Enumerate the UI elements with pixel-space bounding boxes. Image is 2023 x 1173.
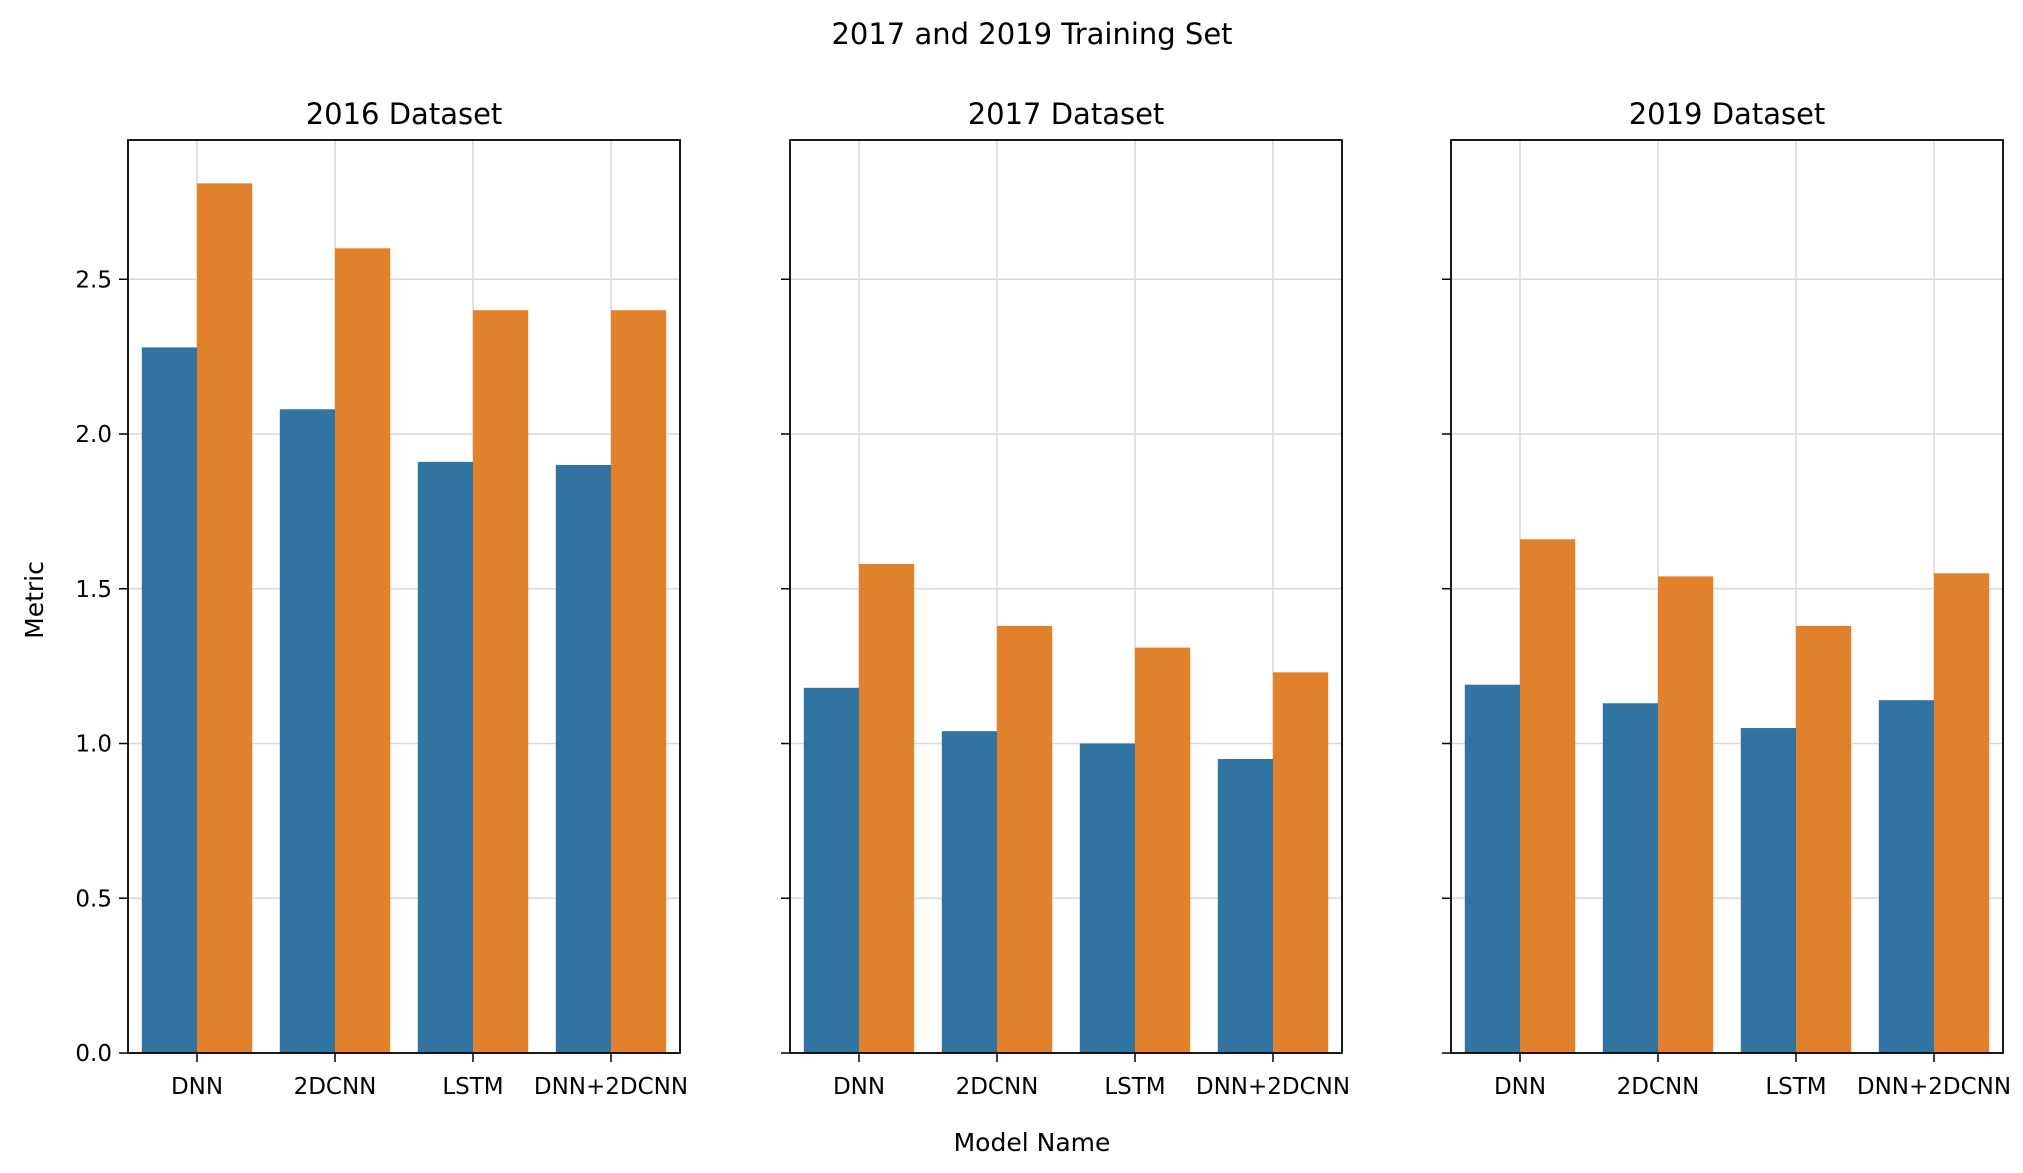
x-tick-label: DNN+2DCNN: [534, 1074, 688, 1100]
y-tick-label: 0.5: [75, 886, 112, 912]
plot-frame: [789, 139, 1343, 1054]
bar-dnn-series-1: [1464, 684, 1520, 1053]
bar-dnn-series-2: [197, 183, 253, 1054]
bar-dnn-2dcnn-series-1: [555, 464, 611, 1054]
x-tick-label: DNN: [833, 1074, 885, 1100]
y-tick-label: 1.0: [75, 732, 112, 758]
x-tick-label: 2DCNN: [1617, 1074, 1700, 1100]
bar-2dcnn-series-2: [1658, 576, 1714, 1053]
bar-dnn-2dcnn-series-1: [1878, 700, 1934, 1053]
panel-title: 2017 Dataset: [968, 97, 1165, 131]
bar-2dcnn-series-2: [335, 248, 391, 1054]
bar-lstm-series-1: [1079, 743, 1135, 1053]
bar-dnn-2dcnn-series-2: [1934, 573, 1990, 1053]
x-tick-label: LSTM: [442, 1074, 503, 1100]
bar-2dcnn-series-1: [1602, 703, 1658, 1053]
bar-dnn-series-2: [1520, 539, 1576, 1053]
plot-frame: [1450, 139, 2004, 1054]
bar-dnn-series-1: [141, 347, 197, 1053]
bar-dnn-2dcnn-series-2: [1273, 672, 1329, 1053]
y-tick-label: 1.5: [75, 577, 112, 603]
x-tick-label: DNN+2DCNN: [1857, 1074, 2011, 1100]
bar-dnn-series-1: [803, 687, 859, 1053]
plot-frame: [127, 139, 681, 1054]
bar-dnn-2dcnn-series-1: [1217, 758, 1273, 1053]
x-axis-label: Model Name: [954, 1128, 1111, 1157]
y-tick-label: 2.5: [75, 267, 112, 293]
x-tick-label: 2DCNN: [294, 1074, 377, 1100]
bar-2dcnn-series-1: [941, 731, 997, 1053]
bar-lstm-series-2: [473, 310, 529, 1053]
bar-lstm-series-2: [1135, 647, 1191, 1053]
panel-1: 0.0 0.5 1.0 1.5 2.0 2.5 DNN 2DCNN LSTM DNN+2DCNN 2…: [75, 97, 688, 1100]
panel-3: DNN 2DCNN LSTM DNN+2DCNN 2019 Dataset: [1442, 97, 2011, 1100]
bar-2dcnn-series-2: [997, 625, 1053, 1053]
bar-lstm-series-1: [417, 461, 473, 1053]
x-tick-label: DNN+2DCNN: [1196, 1074, 1350, 1100]
y-axis-label: Metric: [20, 561, 49, 639]
x-tick-label: DNN: [1494, 1074, 1546, 1100]
panels-group: 0.0 0.5 1.0 1.5 2.0 2.5 DNN 2DCNN LSTM DNN+2DCNN 2…: [75, 97, 2011, 1100]
x-tick-label: LSTM: [1765, 1074, 1826, 1100]
figure-suptitle: 2017 and 2019 Training Set: [831, 17, 1232, 51]
x-tick-label: LSTM: [1104, 1074, 1165, 1100]
panel-title: 2016 Dataset: [306, 97, 503, 131]
bar-lstm-series-1: [1740, 728, 1796, 1053]
x-tick-label: DNN: [171, 1074, 223, 1100]
bar-dnn-series-2: [859, 564, 915, 1053]
bar-2dcnn-series-1: [279, 409, 335, 1053]
y-tick-label: 0.0: [75, 1041, 112, 1067]
panel-2: DNN 2DCNN LSTM DNN+2DCNN 2017 Dataset: [781, 97, 1350, 1100]
bar-dnn-2dcnn-series-2: [611, 310, 667, 1053]
y-tick-label: 2.0: [75, 422, 112, 448]
x-tick-label: 2DCNN: [956, 1074, 1039, 1100]
panel-title: 2019 Dataset: [1629, 97, 1826, 131]
bar-lstm-series-2: [1796, 625, 1852, 1053]
